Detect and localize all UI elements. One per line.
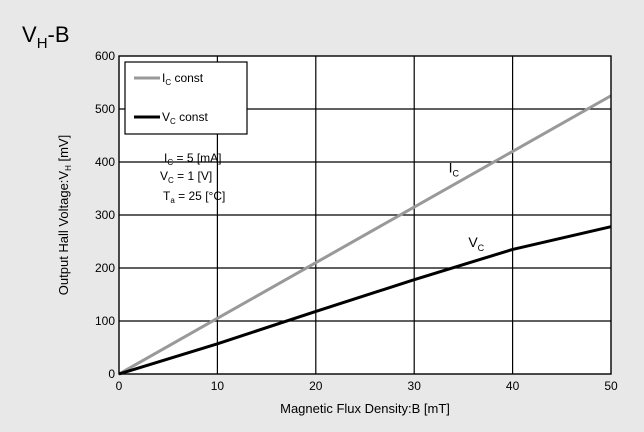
svg-text:VH-B: VH-B	[22, 22, 70, 52]
x-tick-label: 0	[116, 379, 123, 393]
chart-title-sub: H	[37, 35, 48, 52]
y-axis-label-suffix: [mV]	[56, 135, 71, 165]
y-tick-label: 100	[95, 314, 115, 328]
x-tick-label: 40	[506, 379, 520, 393]
y-tick-label: 600	[95, 49, 115, 63]
y-tick-label: 200	[95, 261, 115, 275]
chart-title-suffix: -B	[48, 22, 70, 47]
y-tick-label: 500	[95, 102, 115, 116]
x-tick-label: 50	[604, 379, 618, 393]
y-tick-label: 0	[108, 367, 115, 381]
series-line-0	[118, 94, 612, 376]
series-line-1	[118, 225, 612, 376]
x-axis-label: Magnetic Flux Density:B [mT]	[280, 401, 450, 416]
condition-vc: VC = 1 [V]	[160, 169, 212, 185]
grid	[119, 56, 611, 374]
chart-title-main: V	[22, 22, 37, 47]
x-tick-labels: 0 10 20 30 40 50	[116, 379, 618, 393]
condition-ic: IC = 5 [mA]	[164, 151, 222, 167]
plot-frame	[118, 55, 612, 375]
y-tick-label: 300	[95, 208, 115, 222]
y-axis-label-sub: H	[64, 165, 73, 171]
x-tick-label: 10	[211, 379, 225, 393]
y-axis-label: Output Hall Voltage:VH [mV]	[56, 135, 73, 295]
series-layer	[118, 94, 612, 376]
condition-ta: Ta = 25 [°C]	[163, 189, 225, 205]
conditions-note: IC = 5 [mA] VC = 1 [V] Ta = 25 [°C]	[160, 151, 225, 205]
legend-entry-vc: VC const	[162, 110, 208, 126]
series-label-0: IC	[449, 160, 460, 179]
y-tick-labels: 0 100 200 300 400 500 600	[95, 49, 115, 381]
series-label-1: VC	[468, 234, 484, 253]
legend-entry-ic: IC const	[162, 71, 204, 87]
svg-text:Output Hall Voltage:VH [mV]: Output Hall Voltage:VH [mV]	[56, 135, 73, 295]
series-labels: IC VC	[449, 160, 485, 253]
x-tick-label: 30	[408, 379, 422, 393]
y-axis-label-main: Output Hall Voltage:V	[56, 171, 71, 296]
y-tick-label: 400	[95, 155, 115, 169]
chart-title: VH-B	[22, 22, 70, 52]
x-tick-label: 20	[309, 379, 323, 393]
legend-box	[124, 61, 248, 135]
legend: IC const VC const	[124, 61, 248, 135]
